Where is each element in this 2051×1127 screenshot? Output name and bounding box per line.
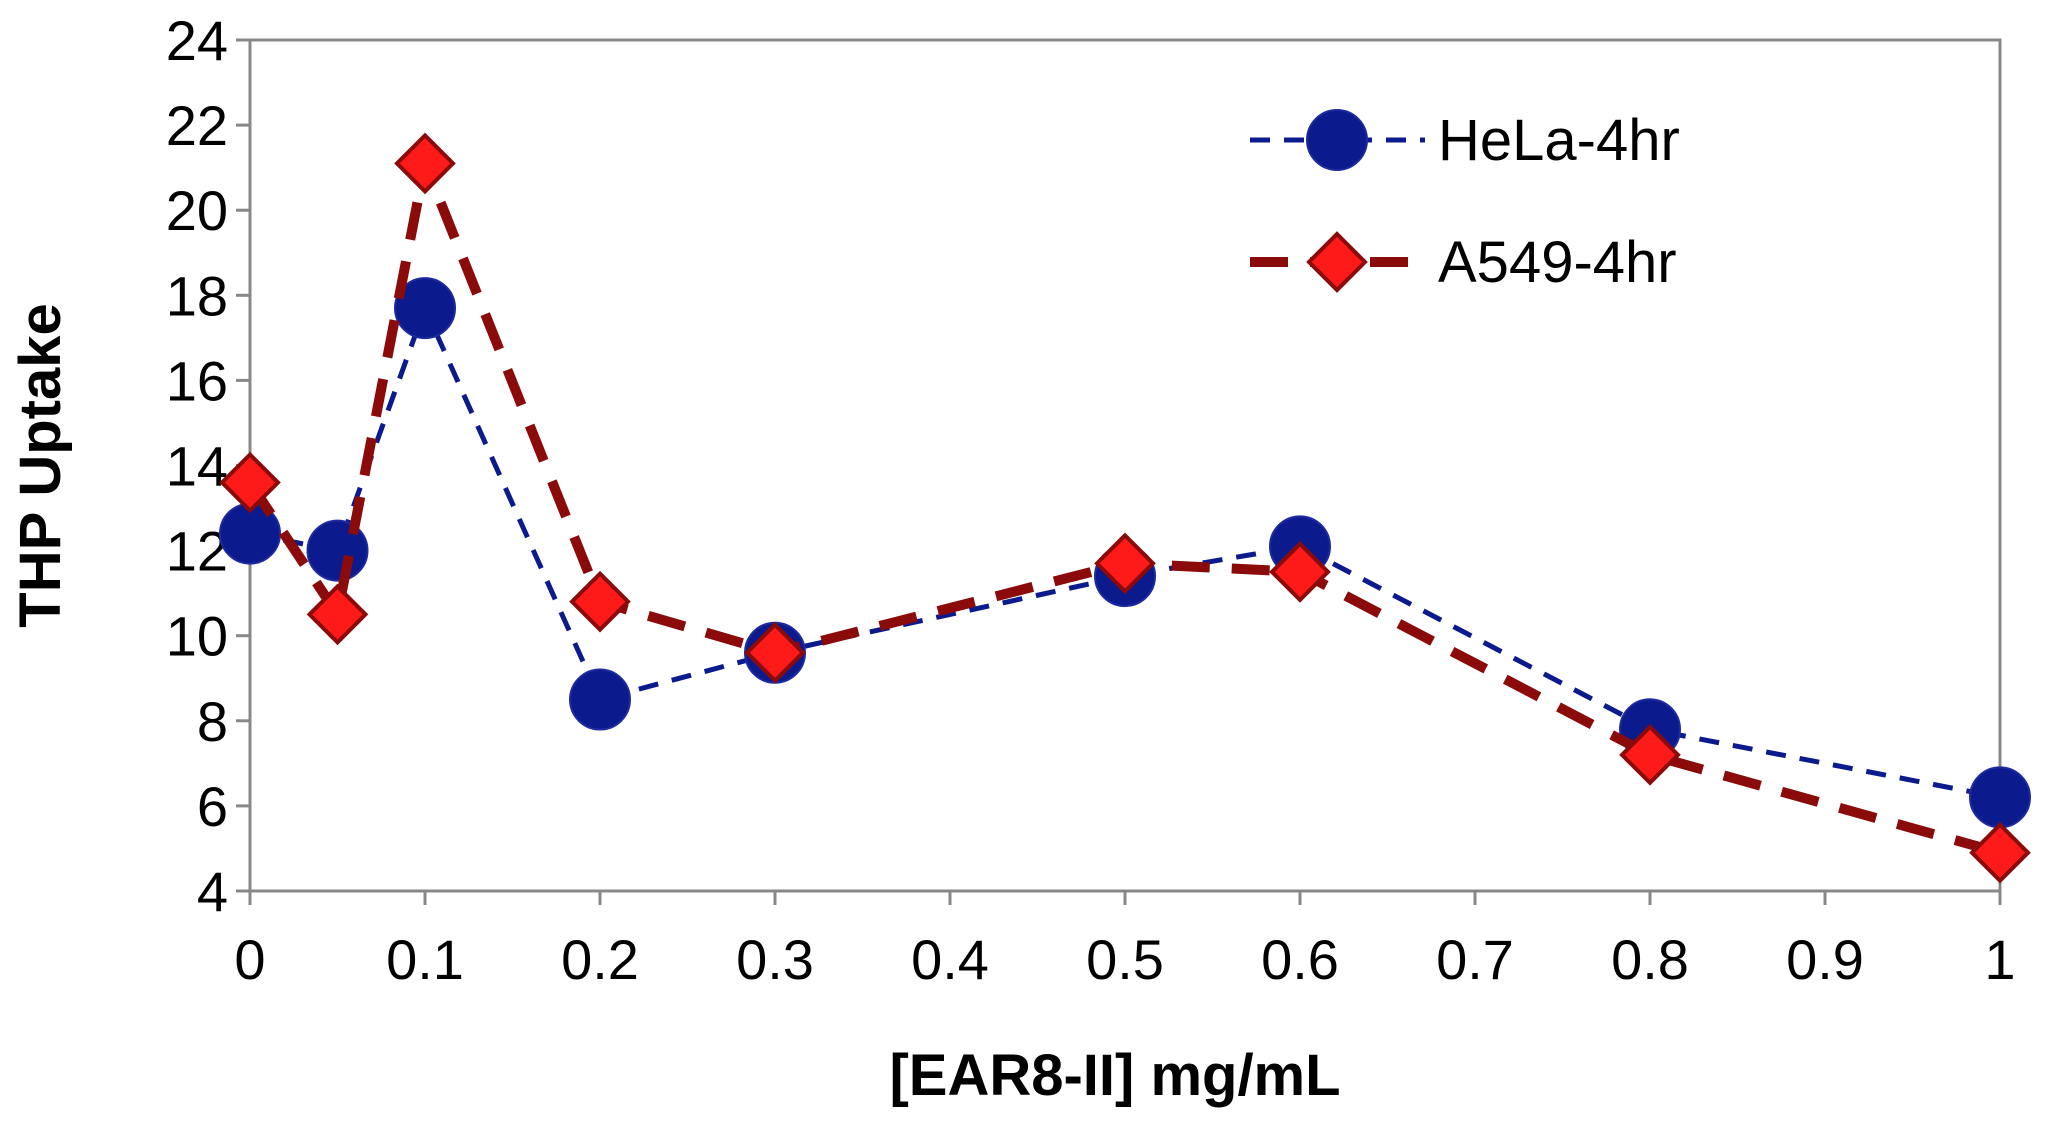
x-tick-label: 0.2 [561, 928, 639, 991]
y-axis-title: THP Uptake [8, 303, 73, 627]
hela-point [394, 277, 456, 340]
plot-frame [248, 38, 2002, 893]
y-tick-label: 24 [166, 9, 228, 72]
y-tick-label: 6 [197, 775, 228, 838]
y-tick-label: 18 [166, 264, 228, 327]
a549-point [1269, 541, 1331, 603]
legend: HeLa-4hr A549-4hr [1250, 108, 1680, 295]
y-tick-label: 16 [166, 349, 228, 412]
a549-point [569, 570, 631, 633]
x-tick-label: 0.8 [1611, 928, 1689, 991]
x-axis-title: [EAR8-II] mg/mL [889, 1043, 1340, 1108]
x-tick-label: 0 [234, 928, 265, 991]
a549-point [1306, 231, 1368, 293]
a549-point [394, 132, 456, 195]
x-tick-label: 0.4 [911, 928, 989, 991]
x-tick-label: 1 [1984, 928, 2015, 991]
y-tick-label: 4 [197, 860, 228, 923]
legend-label: HeLa-4hr [1438, 108, 1680, 173]
y-tick-label: 12 [166, 520, 228, 583]
x-tick-label: 0.9 [1786, 928, 1864, 991]
y-tick-label: 20 [166, 179, 228, 242]
y-tick-label: 14 [166, 435, 228, 498]
legend-label: A549-4hr [1438, 230, 1677, 295]
hela-point [1969, 766, 2031, 829]
a549-point [219, 451, 281, 514]
a549-point [1969, 821, 2031, 884]
legend-item-hela: HeLa-4hr [1250, 108, 1680, 173]
hela-point [569, 668, 631, 731]
x-tick-label: 0.3 [736, 928, 814, 991]
hela-point [306, 519, 369, 582]
x-tick-label: 0.5 [1086, 928, 1164, 991]
legend-item-a549: A549-4hr [1250, 230, 1677, 295]
x-tick-label: 0.6 [1261, 928, 1339, 991]
x-tick-label: 0.7 [1436, 928, 1514, 991]
x-tick-label: 0.1 [386, 928, 464, 991]
a549-point [1619, 724, 1681, 786]
y-tick-label: 10 [166, 605, 228, 668]
y-tick-label: 22 [166, 94, 228, 157]
series-layer [219, 132, 2031, 884]
a549-point [306, 583, 369, 646]
a549-point [744, 621, 806, 684]
y-tick-label: 8 [197, 690, 228, 753]
a549-line [245, 158, 2002, 858]
hela-point [1306, 109, 1368, 171]
series-a549 [219, 132, 2031, 884]
axes: 4 6 8 10 12 14 16 18 20 22 24 0 0.1 0.2 0.3 0.4 0.5 0.6 0.… [166, 9, 2016, 991]
a549-point [1094, 532, 1156, 595]
